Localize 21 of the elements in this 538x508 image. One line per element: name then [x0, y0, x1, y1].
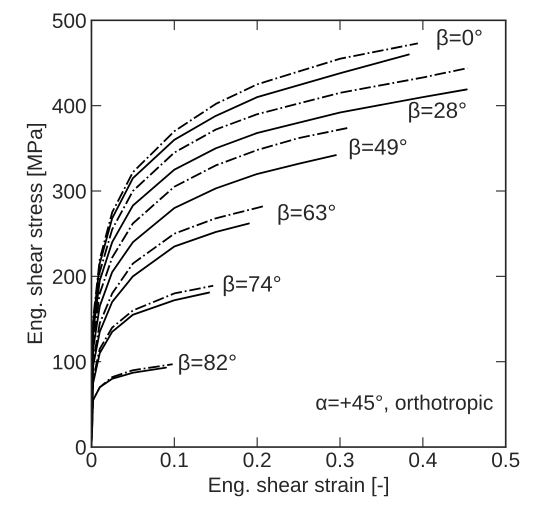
x-tick-label: 0.1: [160, 452, 188, 468]
y-axis-title: Eng. shear stress [MPa]: [26, 124, 46, 344]
annotation: β=74°: [224, 275, 280, 296]
annotation: β=28°: [409, 102, 466, 122]
y-tick-label: 0: [76, 440, 86, 455]
annotation: β=82°: [179, 354, 236, 375]
annotation: β=0°: [437, 29, 482, 50]
annotation: β=49°: [350, 138, 406, 160]
x-axis-title: Eng. shear strain [-]: [209, 476, 388, 496]
y-tick-label: 100: [53, 354, 86, 370]
annotation: β=63°: [278, 204, 335, 225]
x-tick-label: 0.5: [492, 452, 520, 468]
y-tick-label: 300: [52, 184, 86, 199]
y-tick-label: 200: [52, 269, 86, 284]
x-tick-label: 0.2: [244, 452, 271, 468]
x-tick-label: 0.3: [326, 452, 354, 468]
x-tick-label: 0: [86, 452, 96, 468]
x-tick-label: 0.4: [409, 452, 437, 468]
y-tick-label: 400: [52, 98, 86, 114]
y-tick-label: 500: [52, 13, 86, 28]
annotation: α=+45°, orthotropic: [316, 394, 493, 414]
